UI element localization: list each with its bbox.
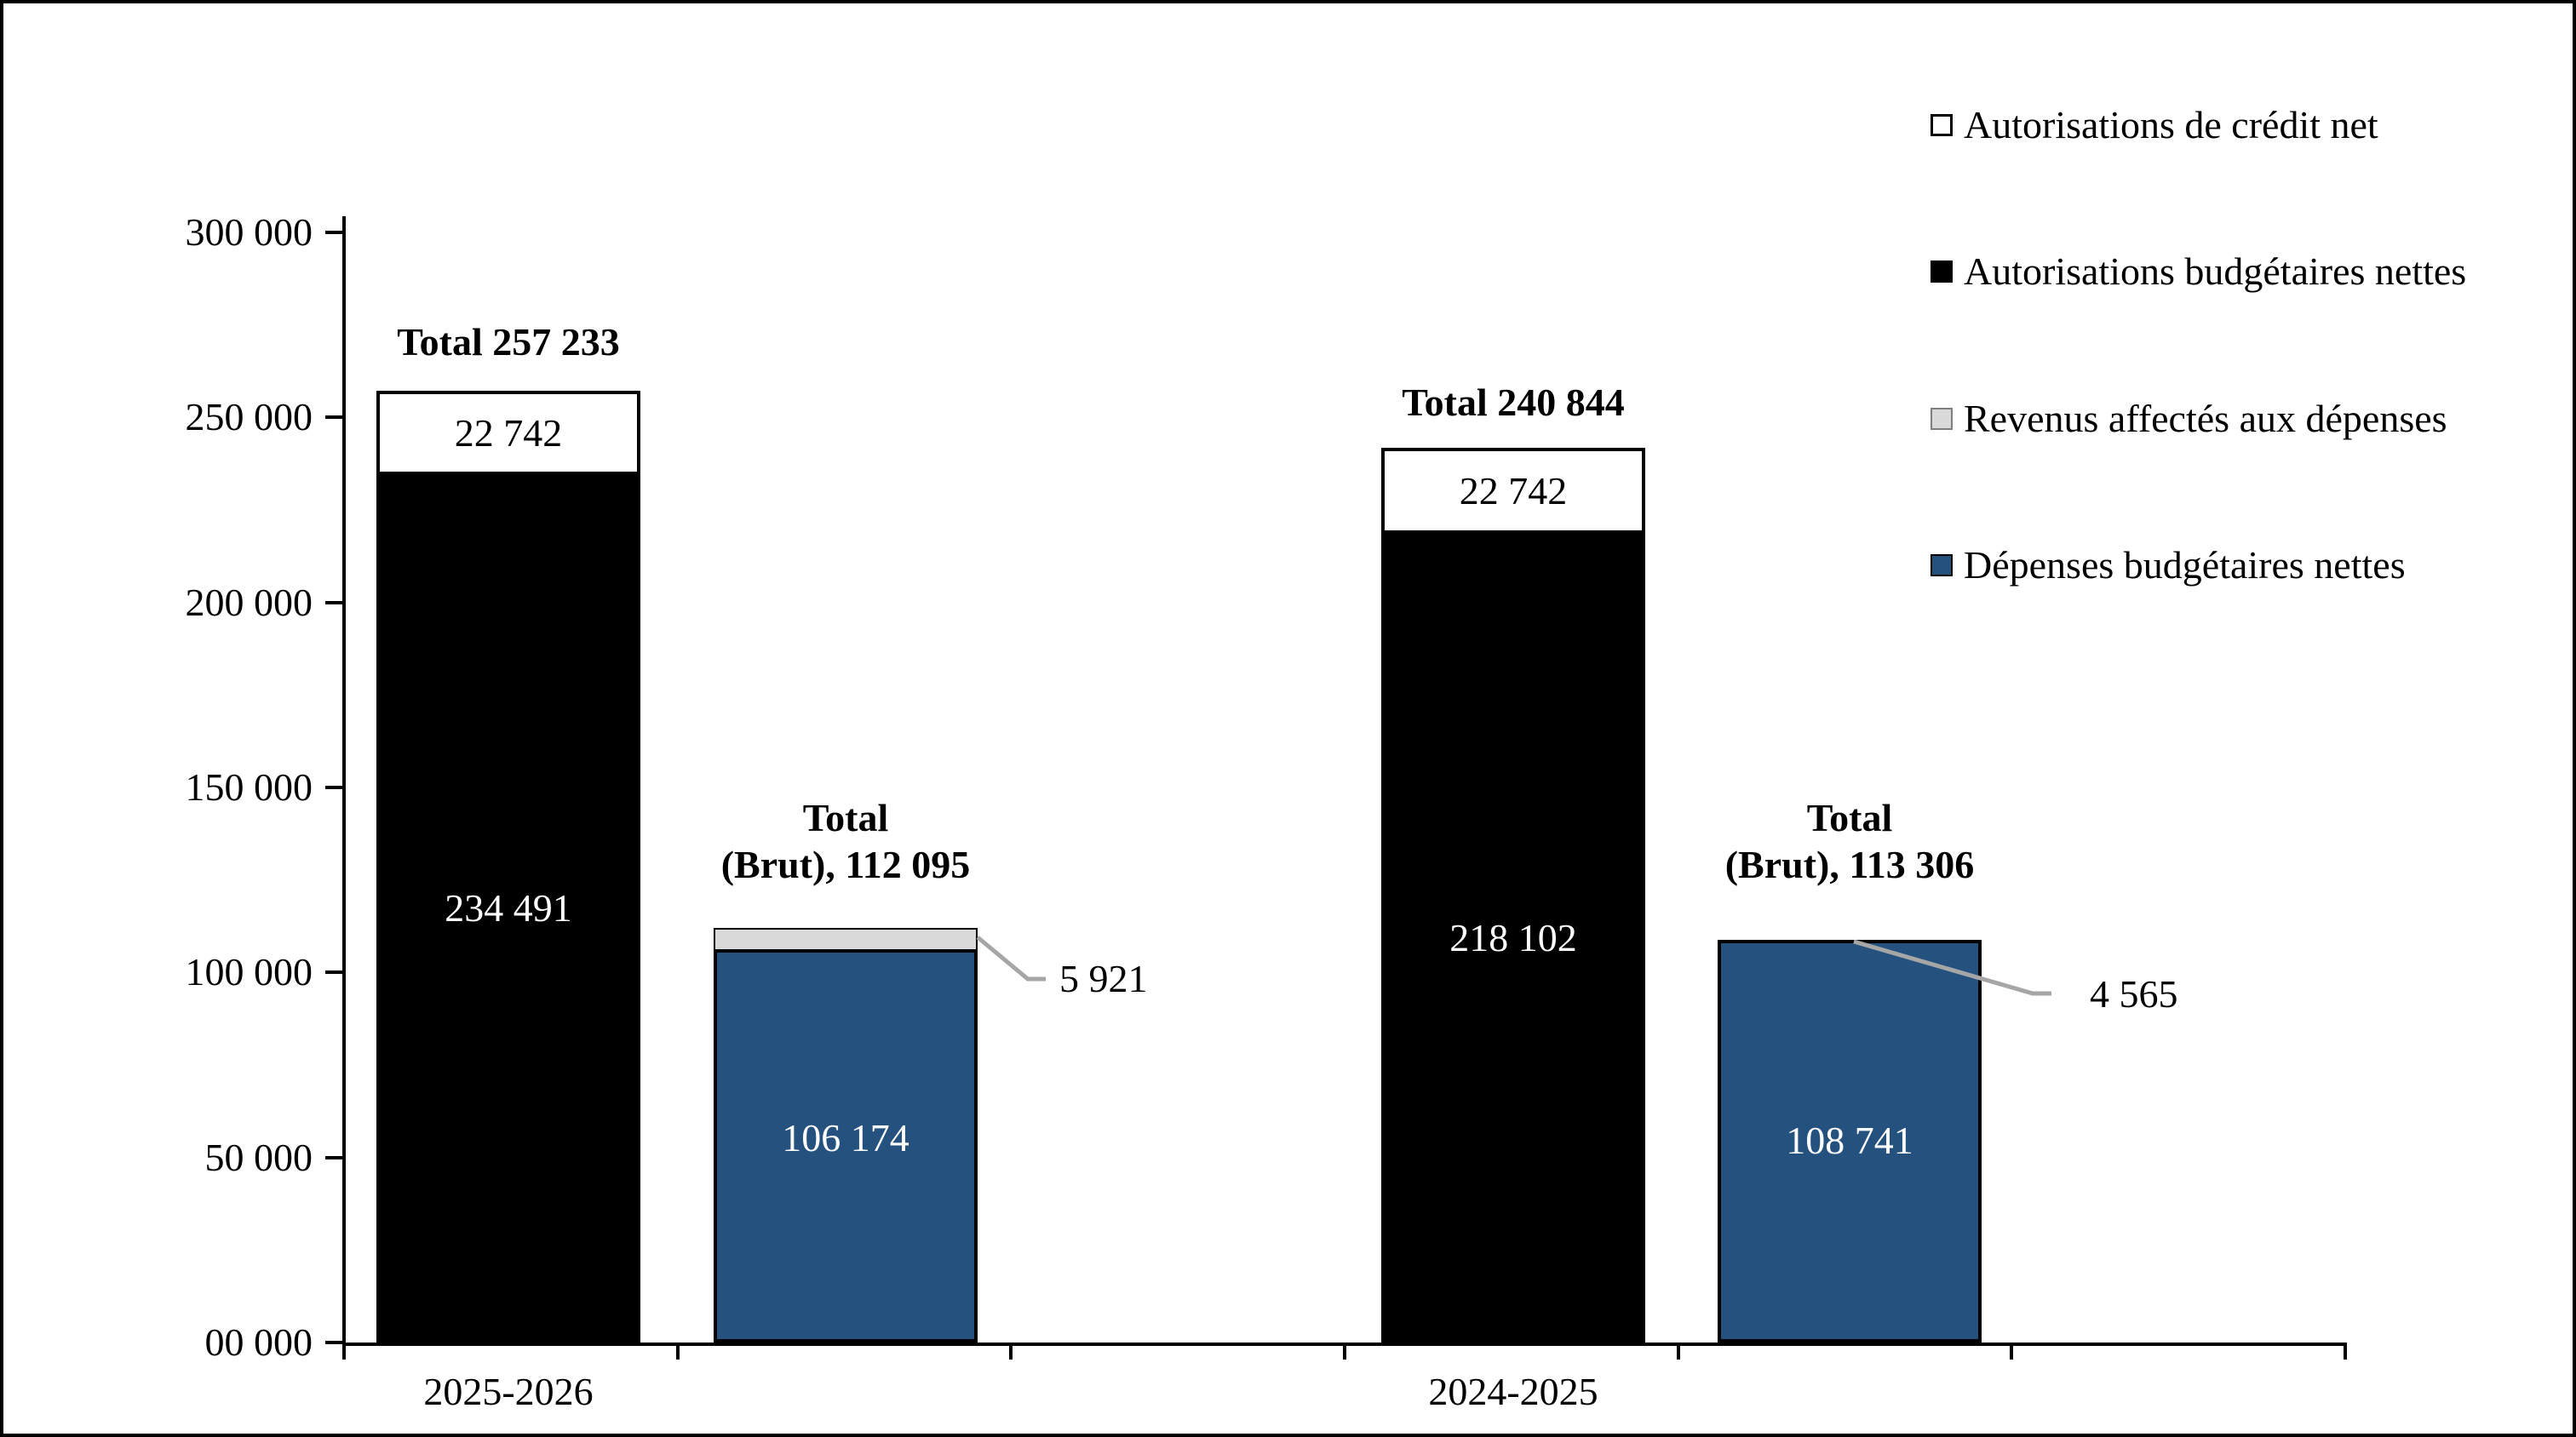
bar-2024-2025-autorisations-credit-net [1381,448,1645,534]
value-label-2024-2025-budget-net: 218 102 [1449,916,1577,959]
legend-swatch-budget-net [1931,260,1953,283]
x-tick-1 [342,1343,346,1360]
callout-label-revenus-2024-2025: 4 565 [2090,972,2178,1016]
y-tick-label-100000: 100 000 [185,950,313,993]
legend-label-credit-net: Autorisations de crédit net [1964,103,2378,146]
total-brut-2025-2026-line2: (Brut), 112 095 [720,843,971,886]
y-tick-300000 [325,231,344,234]
y-tick-label-300000: 300 000 [185,210,313,254]
total-brut-2024-2025-line2: (Brut), 113 306 [1724,843,1975,886]
bar-2025-2026-autorisations-credit-net [376,391,640,475]
x-category-label-2024-2025: 2024-2025 [1428,1370,1598,1413]
callout-line-5921 [976,936,1046,982]
x-tick-2 [676,1343,680,1360]
legend-label-depenses: Dépenses budgétaires nettes [1964,543,2406,587]
x-tick-7 [2344,1343,2347,1360]
y-tick-200000 [325,601,344,604]
x-tick-3 [1009,1343,1013,1360]
bar-2024-2025-depenses-budgetaires-nettes [1718,940,1982,1343]
legend-swatch-depenses [1931,554,1953,576]
y-axis-line [342,216,346,1346]
y-tick-100000 [325,970,344,974]
y-tick-150000 [325,786,344,789]
y-tick-250000 [325,415,344,419]
total-label-2024-2025-net: Total 240 844 [1402,381,1625,424]
bar-2025-2026-autorisations-budgetaires-nettes [376,475,640,1343]
value-label-2025-2026-budget-net: 234 491 [445,886,572,930]
x-category-label-2025-2026: 2025-2026 [423,1370,594,1413]
bar-2024-2025-autorisations-budgetaires-nettes [1381,534,1645,1343]
x-tick-5 [1677,1343,1680,1360]
bar-2025-2026-depenses-budgetaires-nettes [714,949,978,1343]
legend-label-budget-net: Autorisations budgétaires nettes [1964,249,2467,293]
bar-2025-2026-revenus-affectes-depenses [714,928,978,951]
y-tick-50000 [325,1156,344,1159]
callout-label-revenus-2025-2026: 5 921 [1059,957,1148,1000]
total-brut-2025-2026-line1: Total [802,796,889,839]
legend-swatch-credit-net [1931,114,1953,136]
y-tick-label-200000: 200 000 [185,581,313,624]
value-label-2025-2026-depenses: 106 174 [782,1116,909,1159]
y-tick-label-250000: 250 000 [185,395,313,438]
y-tick-label-150000: 150 000 [185,765,313,809]
total-label-2025-2026-net: Total 257 233 [397,320,620,364]
value-label-2024-2025-depenses: 108 741 [1786,1119,1913,1162]
value-label-2025-2026-credit-net: 22 742 [454,411,563,455]
y-tick-label-0: 00 000 [204,1320,313,1364]
value-label-2024-2025-credit-net: 22 742 [1459,469,1568,512]
total-brut-2024-2025-line1: Total [1806,796,1893,839]
x-tick-6 [2010,1343,2013,1360]
y-tick-0 [325,1341,344,1344]
x-tick-4 [1343,1343,1346,1360]
y-tick-label-50000: 50 000 [204,1136,313,1179]
legend-label-revenus: Revenus affectés aux dépenses [1964,397,2447,440]
legend-swatch-revenus [1931,408,1953,430]
